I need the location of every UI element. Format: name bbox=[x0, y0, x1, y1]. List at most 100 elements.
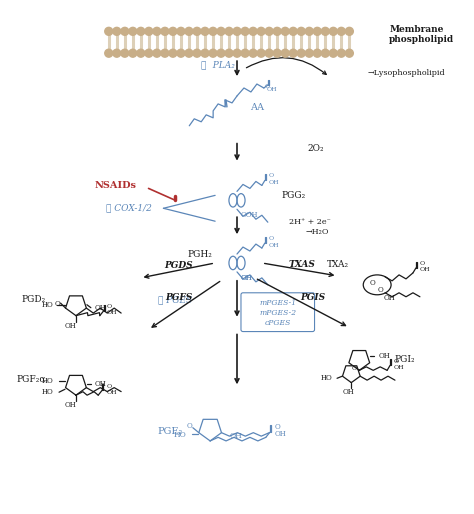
Text: O: O bbox=[55, 300, 61, 308]
Circle shape bbox=[145, 27, 153, 35]
Circle shape bbox=[337, 27, 345, 35]
Circle shape bbox=[289, 49, 297, 57]
Text: OH: OH bbox=[106, 390, 117, 395]
Text: ③ PGES: ③ PGES bbox=[158, 295, 192, 304]
Text: PGIS: PGIS bbox=[300, 293, 325, 302]
Circle shape bbox=[137, 27, 145, 35]
Circle shape bbox=[233, 49, 241, 57]
Text: TXA₂: TXA₂ bbox=[327, 261, 349, 269]
Text: O: O bbox=[352, 366, 357, 371]
Text: OH: OH bbox=[269, 180, 279, 185]
Circle shape bbox=[281, 49, 289, 57]
Circle shape bbox=[105, 27, 113, 35]
Circle shape bbox=[129, 49, 137, 57]
Circle shape bbox=[321, 27, 329, 35]
Text: OH: OH bbox=[269, 243, 279, 248]
Circle shape bbox=[329, 49, 337, 57]
Text: PGH₂: PGH₂ bbox=[188, 249, 213, 259]
Circle shape bbox=[153, 49, 161, 57]
Text: O: O bbox=[275, 424, 281, 431]
Circle shape bbox=[329, 27, 337, 35]
Text: PGFS: PGFS bbox=[165, 293, 192, 302]
Text: HO: HO bbox=[41, 301, 53, 309]
Circle shape bbox=[346, 49, 353, 57]
Circle shape bbox=[273, 49, 281, 57]
Circle shape bbox=[281, 27, 289, 35]
Text: OH: OH bbox=[107, 310, 117, 315]
Text: PGI₂: PGI₂ bbox=[394, 355, 415, 364]
Text: ①   PLA₂: ① PLA₂ bbox=[201, 61, 235, 69]
Text: OH: OH bbox=[266, 87, 277, 93]
Text: HO: HO bbox=[41, 377, 53, 386]
Text: Membrane: Membrane bbox=[389, 25, 444, 34]
Circle shape bbox=[321, 49, 329, 57]
Circle shape bbox=[249, 27, 257, 35]
Circle shape bbox=[201, 49, 209, 57]
Text: PGG₂: PGG₂ bbox=[282, 191, 306, 200]
Circle shape bbox=[265, 27, 273, 35]
Text: OH: OH bbox=[378, 353, 390, 360]
Circle shape bbox=[233, 27, 241, 35]
Text: O: O bbox=[377, 286, 383, 294]
Text: NSAIDs: NSAIDs bbox=[95, 181, 137, 190]
Circle shape bbox=[265, 49, 273, 57]
Circle shape bbox=[313, 49, 321, 57]
Text: TXAS: TXAS bbox=[288, 261, 315, 269]
Circle shape bbox=[193, 49, 201, 57]
Text: OH: OH bbox=[229, 432, 242, 439]
Text: 2O₂: 2O₂ bbox=[307, 144, 324, 153]
Text: O: O bbox=[420, 262, 425, 266]
Circle shape bbox=[313, 27, 321, 35]
Circle shape bbox=[241, 27, 249, 35]
Circle shape bbox=[145, 49, 153, 57]
Circle shape bbox=[305, 27, 313, 35]
Circle shape bbox=[193, 27, 201, 35]
Text: O: O bbox=[107, 304, 112, 309]
Circle shape bbox=[113, 49, 121, 57]
Circle shape bbox=[201, 27, 209, 35]
Text: O: O bbox=[106, 384, 111, 389]
Text: OH: OH bbox=[95, 380, 107, 388]
Text: OH: OH bbox=[275, 430, 286, 438]
Text: OH: OH bbox=[241, 274, 253, 282]
Circle shape bbox=[121, 49, 129, 57]
Circle shape bbox=[297, 27, 305, 35]
Text: O: O bbox=[269, 173, 274, 178]
Circle shape bbox=[225, 49, 233, 57]
Text: OH: OH bbox=[394, 365, 405, 370]
Text: OH: OH bbox=[383, 294, 395, 302]
Circle shape bbox=[257, 27, 265, 35]
Circle shape bbox=[121, 27, 129, 35]
Circle shape bbox=[185, 49, 193, 57]
Circle shape bbox=[249, 49, 257, 57]
Text: O: O bbox=[264, 83, 269, 88]
Text: cPGES: cPGES bbox=[264, 319, 291, 326]
Text: HO: HO bbox=[173, 431, 186, 439]
Circle shape bbox=[153, 27, 161, 35]
Circle shape bbox=[241, 49, 249, 57]
Text: OOH: OOH bbox=[241, 211, 258, 219]
Circle shape bbox=[337, 49, 345, 57]
Circle shape bbox=[177, 27, 185, 35]
Text: O: O bbox=[187, 421, 193, 430]
Circle shape bbox=[305, 49, 313, 57]
Text: OH: OH bbox=[65, 322, 77, 329]
Text: HO: HO bbox=[321, 374, 332, 382]
Text: mPGES-2: mPGES-2 bbox=[259, 309, 296, 317]
Text: OH: OH bbox=[420, 267, 430, 272]
Text: HO: HO bbox=[41, 388, 53, 396]
Circle shape bbox=[137, 49, 145, 57]
Circle shape bbox=[129, 27, 137, 35]
Text: O: O bbox=[269, 235, 274, 241]
Text: AA: AA bbox=[250, 103, 264, 113]
Text: PGF₂α: PGF₂α bbox=[17, 375, 46, 384]
Text: O: O bbox=[394, 359, 399, 364]
Circle shape bbox=[217, 27, 225, 35]
Text: PGD₂: PGD₂ bbox=[22, 295, 46, 304]
Circle shape bbox=[225, 27, 233, 35]
Text: OH: OH bbox=[343, 388, 354, 396]
Text: mPGES-1: mPGES-1 bbox=[259, 299, 296, 307]
Text: OH: OH bbox=[95, 304, 107, 311]
Circle shape bbox=[105, 49, 113, 57]
Text: O: O bbox=[369, 279, 375, 287]
